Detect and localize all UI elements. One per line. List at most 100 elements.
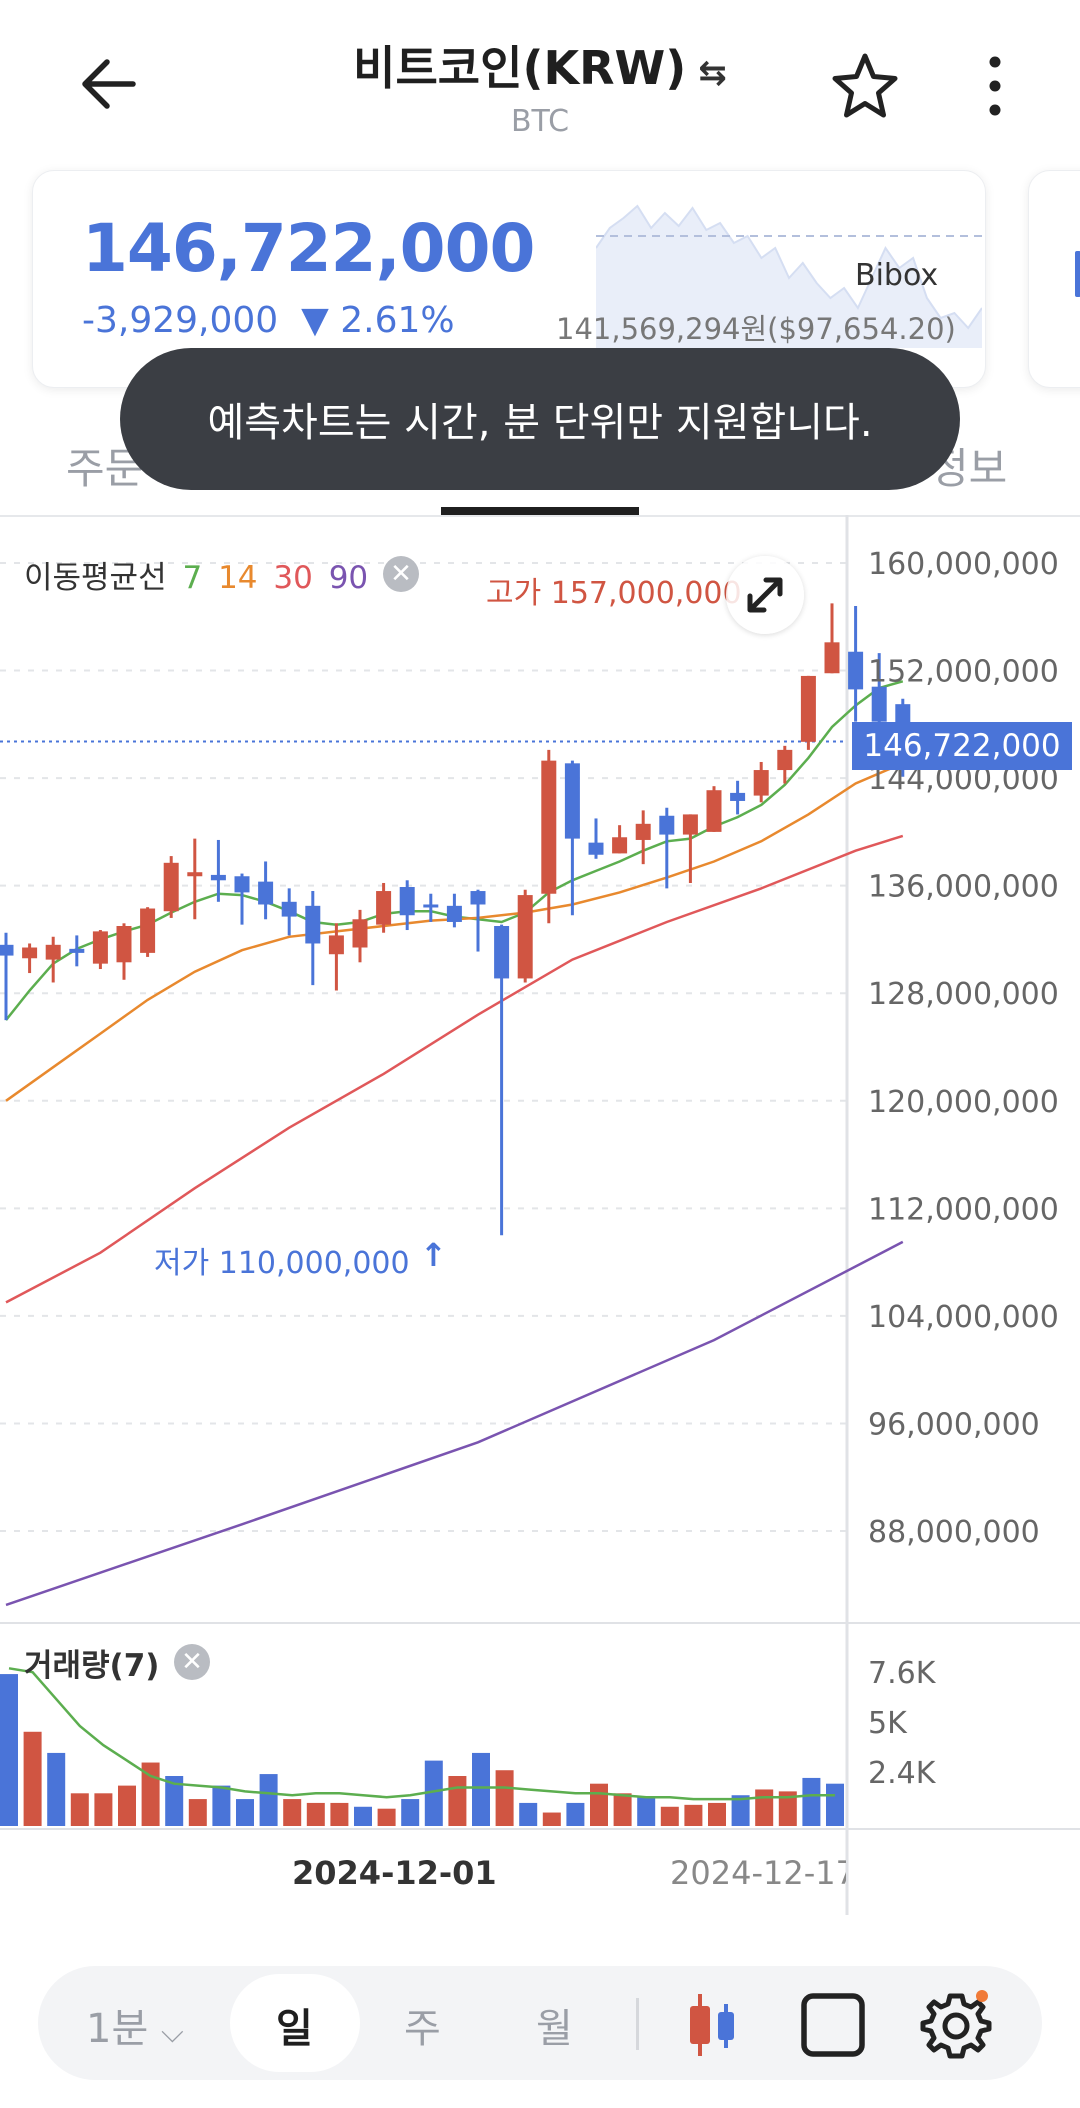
candle-body bbox=[446, 905, 462, 922]
chart-settings-button[interactable] bbox=[916, 1986, 996, 2066]
candle-body bbox=[564, 763, 580, 839]
volume-tick-label: 7.6K bbox=[868, 1656, 936, 1691]
expand-chart-button[interactable] bbox=[726, 556, 804, 634]
interval-1m-label: 1분 bbox=[86, 2006, 149, 2052]
volume-bar bbox=[118, 1785, 136, 1826]
candle-body bbox=[612, 837, 628, 854]
candle-body bbox=[470, 891, 486, 905]
candle-body bbox=[92, 931, 108, 964]
ma-7: 7 bbox=[182, 560, 203, 596]
candle-body bbox=[777, 749, 793, 771]
y-axis-tick-label: 104,000,000 bbox=[868, 1300, 1059, 1335]
volume-bar bbox=[70, 1793, 89, 1826]
volume-bar bbox=[590, 1783, 608, 1826]
candle-body bbox=[69, 948, 85, 953]
next-card[interactable] bbox=[1028, 170, 1080, 388]
volume-bar bbox=[731, 1795, 750, 1826]
current-price: 146,722,000 bbox=[82, 210, 535, 287]
candle-body bbox=[328, 935, 344, 955]
candle-body bbox=[517, 895, 533, 979]
volume-bar bbox=[637, 1797, 656, 1826]
star-icon bbox=[832, 53, 898, 118]
y-axis-tick-label: 112,000,000 bbox=[868, 1192, 1059, 1227]
back-button[interactable] bbox=[60, 46, 156, 122]
volume-bar bbox=[23, 1731, 42, 1826]
date-label-text: 2024-12-17 bbox=[670, 1854, 846, 1892]
volume-bar bbox=[283, 1799, 302, 1826]
candle-body bbox=[824, 642, 840, 674]
volume-bar bbox=[212, 1785, 231, 1826]
volume-bar bbox=[519, 1802, 538, 1826]
candle-body bbox=[0, 944, 14, 956]
y-axis-tick-label: 88,000,000 bbox=[868, 1515, 1040, 1550]
ma-legend-close-icon[interactable]: ✕ bbox=[383, 556, 419, 592]
volume-bar bbox=[165, 1776, 184, 1826]
date-label: 2024-12-17 bbox=[670, 1854, 846, 1892]
candle-body bbox=[376, 891, 392, 925]
volume-bar bbox=[566, 1802, 585, 1826]
candle-body bbox=[541, 760, 557, 894]
chevron-down-icon: ⌵ bbox=[160, 2015, 184, 2050]
ma-line-7 bbox=[5, 680, 904, 1021]
volume-bar bbox=[542, 1812, 561, 1826]
candle-body bbox=[281, 901, 297, 917]
volume-bar bbox=[377, 1808, 396, 1826]
header: 비트코인(KRW) ⇆ BTC bbox=[0, 0, 1080, 160]
candle-type-button[interactable] bbox=[680, 1990, 750, 2060]
current-price-tag: 146,722,000 bbox=[852, 722, 1072, 770]
favorite-button[interactable] bbox=[820, 44, 910, 128]
y-axis-tick-label: 120,000,000 bbox=[868, 1085, 1059, 1120]
toolbar-divider bbox=[636, 1998, 639, 2050]
more-vertical-icon bbox=[989, 56, 1001, 116]
volume-bar bbox=[778, 1791, 797, 1826]
volume-bar bbox=[613, 1793, 632, 1826]
candle-body bbox=[22, 947, 38, 959]
volume-bar bbox=[802, 1777, 821, 1826]
volume-bar bbox=[0, 1674, 18, 1826]
page-title[interactable]: 비트코인(KRW) ⇆ bbox=[0, 32, 1080, 98]
low-price-label: 저가 110,000,000 bbox=[154, 1246, 410, 1281]
coin-symbol: BTC bbox=[510, 104, 570, 139]
candle-body bbox=[352, 919, 368, 948]
candle-body bbox=[423, 904, 439, 908]
volume-ma-line bbox=[8, 1667, 835, 1801]
gear-icon bbox=[920, 1990, 992, 2059]
volume-bar bbox=[47, 1752, 66, 1826]
candle-body bbox=[753, 770, 769, 796]
candle-body bbox=[730, 792, 746, 801]
volume-bar bbox=[826, 1783, 844, 1826]
candle-body bbox=[588, 842, 604, 855]
interval-month-button[interactable]: 월 bbox=[536, 2006, 573, 2052]
candle-body bbox=[234, 876, 250, 893]
volume-close-icon[interactable]: ✕ bbox=[174, 1644, 210, 1680]
interval-day-button[interactable]: 일 bbox=[276, 2006, 313, 2052]
volume-label-text: 거래량(7) bbox=[24, 1648, 160, 1684]
chart-toolbar bbox=[38, 1966, 1042, 2080]
more-menu-button[interactable] bbox=[970, 46, 1020, 126]
volume-bar bbox=[236, 1799, 254, 1826]
volume-bar bbox=[684, 1804, 703, 1826]
candle-body bbox=[258, 881, 274, 905]
interval-1m-dropdown[interactable]: 1분 ⌵ bbox=[86, 1996, 184, 2054]
drawing-tool-button[interactable] bbox=[798, 1990, 868, 2060]
candlestick-icon bbox=[690, 1994, 734, 2056]
candle-body bbox=[187, 872, 203, 877]
volume-bar bbox=[660, 1806, 679, 1826]
candle-body bbox=[494, 926, 510, 979]
volume-bar bbox=[448, 1776, 467, 1826]
ma-legend-label: 이동평균선 bbox=[24, 560, 167, 596]
day-pill bbox=[230, 1974, 360, 2072]
candle-body bbox=[305, 905, 321, 944]
volume-bar bbox=[188, 1799, 207, 1826]
y-axis-tick-label: 160,000,000 bbox=[868, 547, 1059, 582]
volume-bar bbox=[708, 1802, 726, 1826]
swap-icon[interactable]: ⇆ bbox=[698, 53, 727, 93]
volume-bar bbox=[495, 1770, 514, 1826]
volume-tick-label: 5K bbox=[868, 1706, 907, 1741]
y-axis-tick-label: 152,000,000 bbox=[868, 655, 1059, 690]
volume-bar bbox=[94, 1793, 113, 1826]
candle-body bbox=[210, 874, 226, 881]
volume-label: 거래량(7) bbox=[24, 1640, 159, 1685]
interval-week-button[interactable]: 주 bbox=[404, 2006, 441, 2052]
ma-30: 30 bbox=[273, 560, 313, 596]
